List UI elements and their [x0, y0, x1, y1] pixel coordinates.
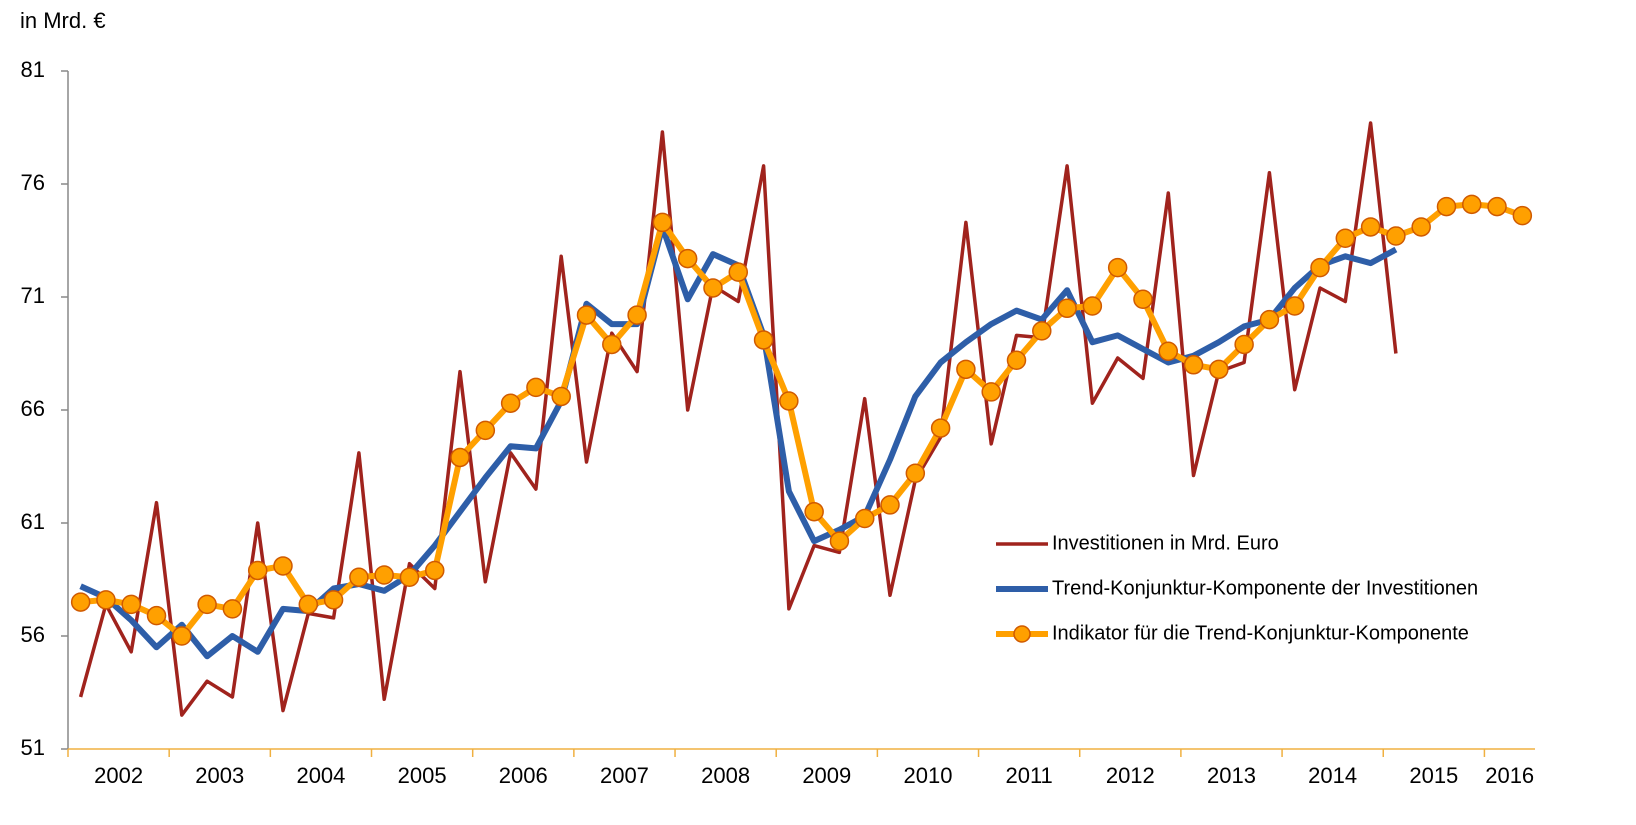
marker [1310, 257, 1330, 278]
marker [880, 495, 900, 515]
marker [956, 359, 976, 380]
marker [121, 594, 141, 615]
marker [1006, 350, 1027, 371]
series-line [80, 201, 1524, 639]
marker [197, 594, 217, 615]
marker [1512, 205, 1533, 226]
y-axis-label: in Mrd. € [20, 8, 106, 33]
marker [298, 594, 319, 615]
legend-label: Investitionen in Mrd. Euro [1052, 532, 1279, 554]
marker [146, 605, 167, 626]
legend-label: Indikator für die Trend-Konjunktur-Kompo… [1052, 622, 1469, 644]
y-tick-label: 71 [21, 283, 45, 308]
y-tick-label: 51 [21, 735, 45, 760]
x-tick-label: 2008 [701, 763, 750, 788]
marker [779, 391, 799, 411]
marker [576, 305, 597, 325]
marker [1487, 196, 1507, 217]
marker [981, 382, 1001, 402]
marker [1032, 321, 1052, 341]
x-tick-label: 2009 [802, 763, 851, 788]
marker [1133, 289, 1153, 310]
x-tick-label: 2011 [1005, 763, 1052, 788]
x-tick-label: 2006 [499, 763, 548, 788]
marker [349, 567, 369, 587]
marker [1462, 194, 1482, 215]
marker [450, 447, 470, 468]
marker [500, 393, 521, 413]
marker [374, 565, 394, 585]
marker [602, 334, 622, 355]
y-tick-label: 76 [21, 170, 45, 195]
y-tick-label: 56 [21, 622, 45, 647]
marker [273, 556, 293, 576]
marker [222, 599, 243, 619]
marker [551, 386, 571, 407]
legend-marker [1013, 625, 1031, 643]
marker [677, 248, 698, 269]
marker [1259, 309, 1280, 330]
marker [728, 262, 749, 282]
x-tick-label: 2005 [398, 763, 447, 788]
x-tick-label: 2004 [296, 763, 345, 788]
marker [1411, 217, 1431, 237]
marker [323, 590, 344, 610]
x-tick-label: 2014 [1308, 763, 1357, 788]
x-tick-label: 2013 [1207, 763, 1256, 788]
y-tick-label: 61 [21, 509, 45, 534]
series-line [78, 121, 1398, 717]
y-tick-label: 81 [21, 57, 45, 82]
marker [70, 592, 91, 612]
x-tick-label: 2012 [1106, 763, 1155, 788]
marker [1234, 334, 1254, 355]
marker [96, 590, 116, 610]
marker [1107, 257, 1128, 278]
marker [1209, 359, 1229, 380]
x-tick-label: 2002 [94, 763, 143, 788]
marker [1284, 296, 1305, 316]
x-tick-label: 2015 [1409, 763, 1458, 788]
marker [1158, 341, 1178, 361]
marker [247, 560, 268, 581]
marker [526, 377, 546, 398]
marker [172, 626, 192, 646]
y-tick-label: 66 [21, 396, 45, 421]
marker [1057, 298, 1077, 319]
marker [804, 501, 824, 522]
marker [1436, 196, 1457, 217]
marker [854, 508, 875, 529]
legend-label: Trend-Konjunktur-Komponente der Investit… [1052, 577, 1478, 599]
marker [753, 330, 774, 350]
marker [399, 567, 420, 587]
marker [627, 305, 647, 325]
marker [1183, 355, 1204, 375]
marker [1335, 228, 1356, 248]
marker [905, 463, 926, 484]
x-tick-label: 2003 [195, 763, 244, 788]
marker [1360, 217, 1381, 237]
marker [425, 560, 445, 581]
marker [652, 212, 673, 233]
marker [829, 531, 850, 551]
marker [475, 420, 496, 441]
marker [930, 418, 951, 438]
marker [703, 278, 723, 298]
x-tick-label: 2016 [1485, 763, 1534, 788]
marker [1082, 296, 1103, 316]
marker [1386, 226, 1406, 246]
x-tick-label: 2010 [903, 763, 952, 788]
x-tick-label: 2007 [600, 763, 649, 788]
